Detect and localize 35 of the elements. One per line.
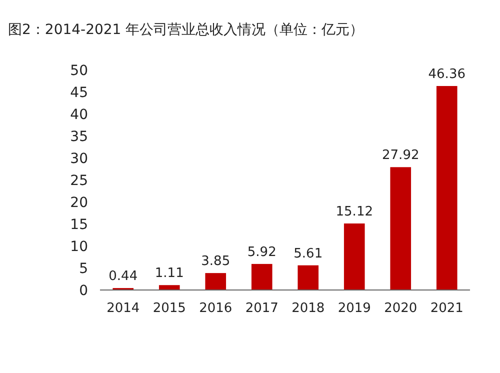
y-tick-label: 25 (70, 173, 88, 189)
x-tick-label: 2019 (338, 301, 371, 316)
data-label: 27.92 (382, 148, 420, 164)
bar (251, 264, 272, 290)
data-label: 1.11 (154, 266, 184, 282)
x-tick-label: 2017 (245, 301, 278, 316)
y-tick-label: 35 (70, 129, 88, 145)
y-tick-label: 15 (70, 217, 88, 233)
y-tick-label: 0 (79, 283, 88, 299)
bar (436, 86, 458, 290)
data-label: 15.12 (336, 204, 373, 220)
bar (390, 167, 412, 290)
data-label: 5.92 (247, 244, 276, 260)
data-label: 0.44 (108, 269, 138, 284)
chart-title: 图2：2014-2021 年公司营业总收入情况（单位：亿元） (8, 22, 364, 38)
bar (205, 273, 226, 290)
y-tick-label: 50 (70, 63, 88, 79)
data-label: 46.36 (428, 67, 466, 82)
bar (298, 265, 319, 290)
data-label: 3.85 (201, 254, 230, 270)
bar (158, 285, 180, 290)
data-label: 5.61 (294, 246, 323, 262)
y-tick-label: 45 (70, 85, 88, 101)
y-tick-label: 30 (70, 151, 88, 167)
y-tick-label: 20 (70, 195, 88, 211)
y-tick-label: 5 (79, 261, 88, 277)
x-tick-label: 2020 (384, 301, 418, 316)
y-tick-label: 10 (70, 239, 88, 255)
y-tick-label: 40 (70, 107, 88, 123)
x-tick-label: 2016 (199, 301, 232, 316)
x-tick-label: 2015 (152, 301, 186, 316)
x-tick-label: 2021 (430, 301, 464, 316)
x-tick-label: 2018 (292, 301, 325, 316)
bar (344, 223, 365, 290)
x-tick-label: 2014 (106, 301, 140, 316)
